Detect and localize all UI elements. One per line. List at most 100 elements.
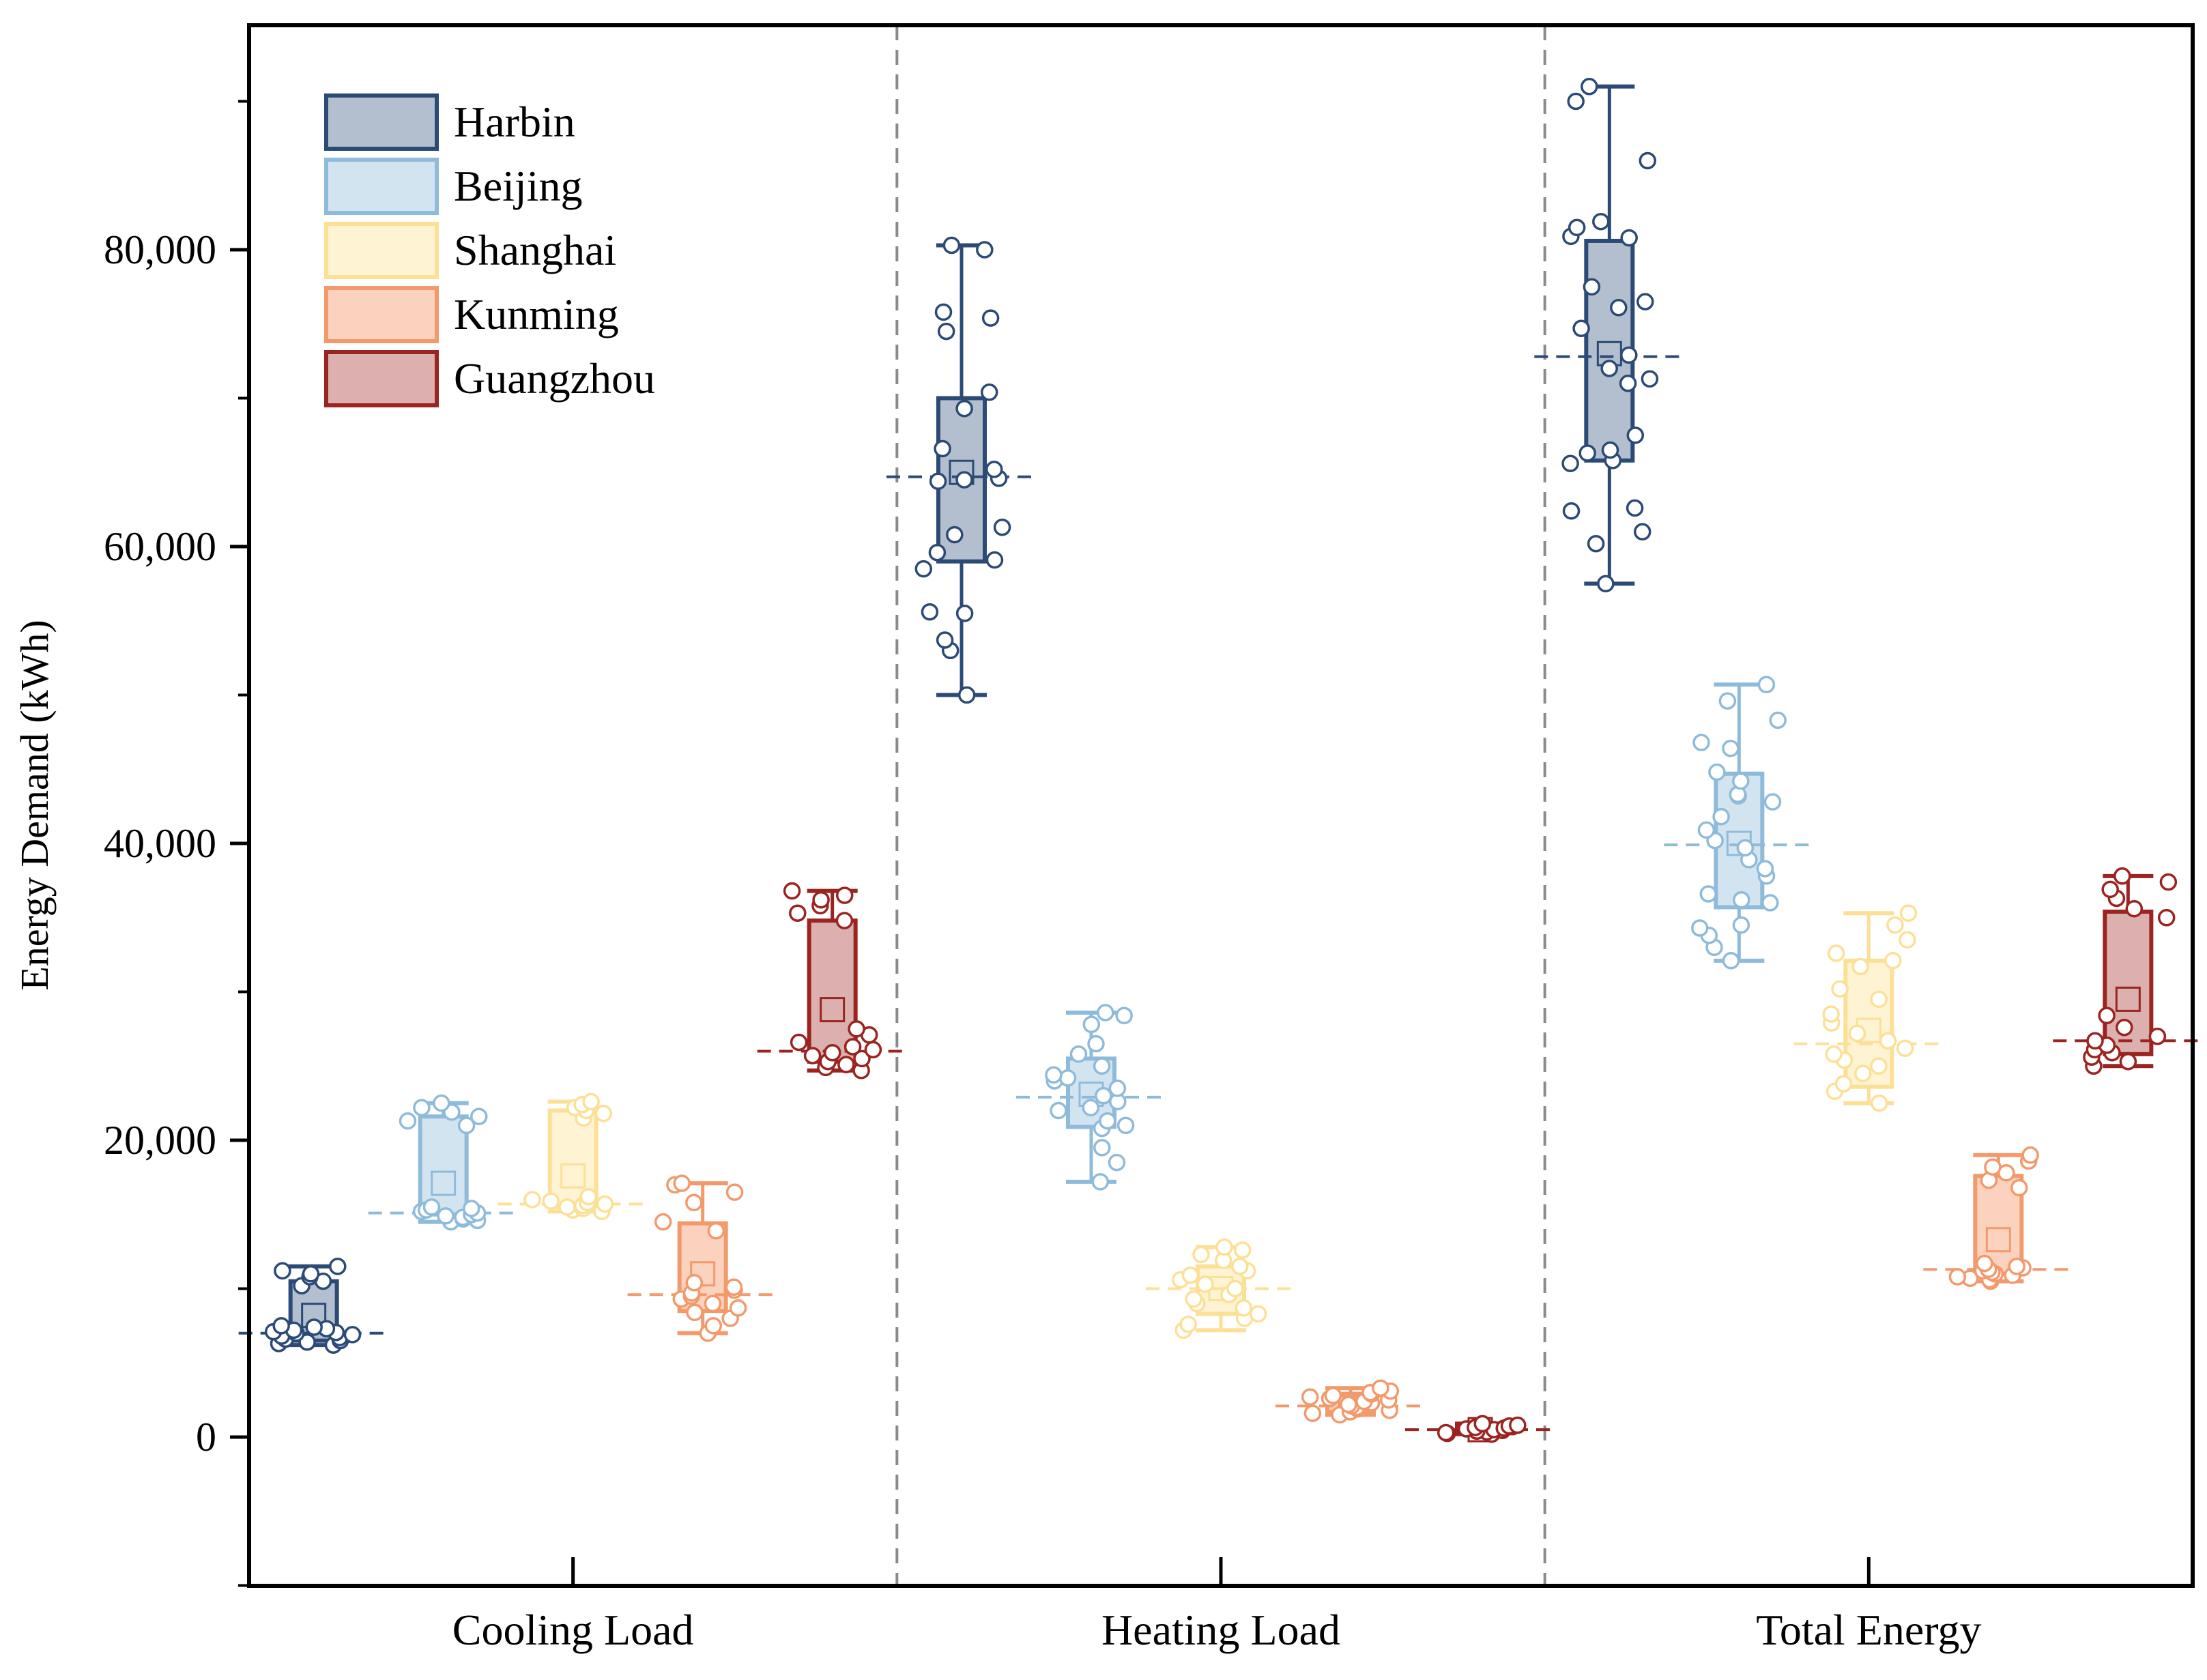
data-point: [1226, 1279, 1244, 1298]
data-point: [1870, 1094, 1888, 1112]
legend-swatch: [324, 93, 439, 151]
data-point: [1093, 1057, 1111, 1075]
legend-label: Harbin: [454, 98, 575, 146]
data-point: [1732, 916, 1750, 934]
data-point: [2114, 867, 2131, 885]
data-point: [1763, 793, 1782, 811]
iqr-box: [418, 1114, 469, 1217]
data-point: [837, 1056, 855, 1073]
data-point: [729, 1299, 747, 1317]
data-point: [305, 1318, 323, 1336]
data-point: [1884, 952, 1902, 970]
legend-swatch: [324, 350, 439, 407]
data-point: [985, 461, 1003, 478]
data-point: [789, 904, 807, 922]
data-point: [704, 1294, 722, 1313]
data-point: [1834, 1075, 1853, 1093]
data-point: [1851, 957, 1869, 976]
data-point: [937, 322, 955, 341]
box-shanghai-0: [497, 1092, 648, 1221]
data-point: [2148, 1028, 2167, 1045]
data-point: [835, 912, 854, 929]
data-point: [433, 1094, 450, 1112]
mean-marker: [690, 1261, 716, 1287]
data-point: [835, 886, 854, 904]
data-point: [1578, 444, 1596, 462]
data-point: [1718, 692, 1737, 710]
data-point: [399, 1112, 417, 1130]
category-separators: [895, 25, 1546, 1586]
data-point: [1087, 1034, 1105, 1053]
data-point: [914, 560, 933, 578]
x-tick-label: Total Energy: [1756, 1606, 1981, 1654]
data-point: [1181, 1266, 1200, 1284]
data-point: [542, 1192, 560, 1210]
data-point: [1235, 1299, 1253, 1317]
box-beijing-2: [1664, 676, 1815, 970]
data-point: [864, 1041, 882, 1059]
data-point: [1831, 980, 1849, 998]
mean-marker: [560, 1163, 586, 1189]
data-point: [1301, 1388, 1319, 1406]
data-point: [1619, 375, 1637, 392]
data-point: [2010, 1178, 2028, 1197]
data-point: [1854, 1065, 1872, 1082]
data-point: [936, 631, 954, 649]
plot-area: [238, 78, 2204, 1443]
data-point: [437, 1207, 455, 1225]
data-point: [1699, 885, 1718, 903]
data-point: [1633, 523, 1651, 541]
data-point: [1708, 763, 1726, 781]
data-point: [1722, 952, 1740, 970]
data-point: [1340, 1395, 1357, 1413]
data-point: [582, 1092, 600, 1111]
box-shanghai-1: [1146, 1238, 1296, 1339]
data-point: [1099, 1112, 1116, 1130]
data-point: [1058, 1069, 1077, 1087]
legend-label: Guangzhou: [454, 354, 655, 403]
data-point: [993, 518, 1011, 536]
data-point: [558, 1198, 576, 1216]
y-tick-label: 20,000: [104, 1118, 216, 1163]
data-point: [457, 1116, 476, 1135]
data-point: [1597, 575, 1615, 593]
data-point: [1583, 278, 1601, 296]
mean-marker: [1985, 1227, 2011, 1253]
data-point: [1886, 916, 1904, 934]
mean-marker: [431, 1170, 457, 1196]
data-point: [1572, 319, 1590, 338]
data-point: [1587, 534, 1605, 553]
data-point: [1108, 1153, 1126, 1172]
data-point: [946, 525, 964, 544]
data-point: [594, 1105, 613, 1123]
data-point: [1179, 1315, 1197, 1333]
data-point: [1620, 346, 1638, 364]
data-point: [673, 1174, 691, 1192]
data-point: [725, 1278, 743, 1297]
data-point: [1324, 1387, 1342, 1404]
data-point: [1848, 1024, 1866, 1043]
data-point: [1756, 860, 1774, 878]
data-point: [1896, 1039, 1914, 1057]
data-point: [1601, 441, 1619, 459]
data-point: [1722, 740, 1740, 757]
data-point: [1626, 499, 1644, 517]
data-point: [725, 1183, 744, 1201]
data-point: [1509, 1416, 1527, 1434]
data-point: [942, 236, 961, 255]
data-point: [1097, 1004, 1114, 1022]
data-point: [1636, 293, 1654, 310]
data-point: [1626, 426, 1645, 444]
data-point: [976, 241, 994, 259]
data-point: [707, 1221, 725, 1240]
data-point: [1196, 1275, 1214, 1293]
data-point: [1095, 1087, 1112, 1105]
data-point: [579, 1187, 598, 1206]
data-point: [803, 1047, 822, 1065]
data-point: [2101, 880, 2119, 899]
data-point: [980, 383, 998, 401]
data-point: [2125, 899, 2144, 918]
data-point: [704, 1317, 723, 1335]
data-point: [1192, 1245, 1210, 1264]
